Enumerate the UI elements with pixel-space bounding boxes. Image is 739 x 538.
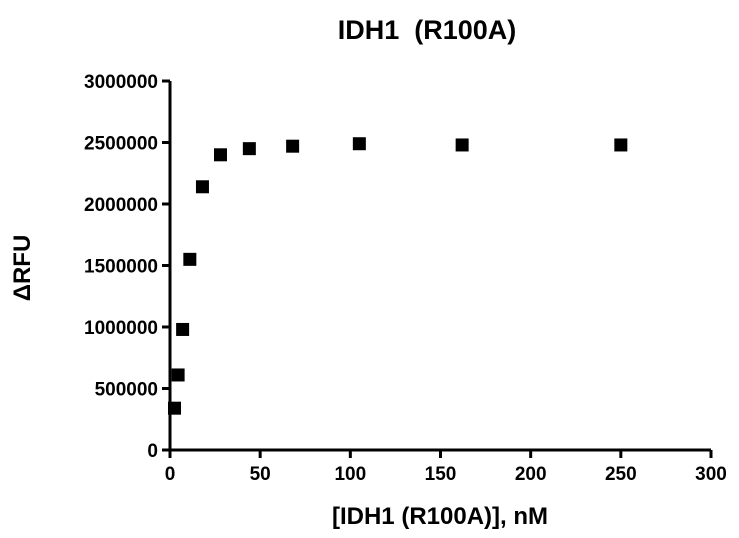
axes — [168, 81, 711, 452]
data-points — [168, 137, 628, 415]
y-axis-label: ΔRFU — [9, 235, 36, 302]
y-tick-label: 2500000 — [84, 134, 158, 155]
ticks: 0 500000 1000000 1500000 2000000 2500000 30000… — [84, 72, 727, 485]
data-point — [242, 142, 256, 156]
chart-title: IDH1 (R100A) — [338, 15, 517, 45]
data-point — [286, 139, 300, 153]
y-tick-label: 3000000 — [84, 72, 158, 93]
x-tick-label: 200 — [515, 464, 547, 485]
data-point — [213, 148, 227, 162]
data-point — [171, 368, 185, 382]
x-axis-label: [IDH1 (R100A)], nM — [332, 503, 548, 530]
data-point — [168, 401, 182, 415]
x-tick-label: 100 — [334, 464, 366, 485]
y-tick-label: 2000000 — [84, 195, 158, 216]
data-point — [195, 180, 209, 194]
x-tick-label: 0 — [165, 464, 176, 485]
data-point — [455, 138, 469, 152]
data-point — [176, 322, 190, 336]
x-tick-label: 300 — [695, 464, 727, 485]
data-point — [614, 138, 628, 152]
y-tick-label: 1000000 — [84, 318, 158, 339]
y-tick-label: 0 — [147, 441, 158, 462]
y-tick-label: 500000 — [95, 380, 158, 401]
data-point — [352, 137, 366, 151]
data-point — [183, 252, 197, 266]
x-tick-label: 50 — [250, 464, 271, 485]
x-tick-label: 150 — [425, 464, 457, 485]
x-tick-label: 250 — [605, 464, 637, 485]
y-tick-label: 1500000 — [84, 257, 158, 278]
